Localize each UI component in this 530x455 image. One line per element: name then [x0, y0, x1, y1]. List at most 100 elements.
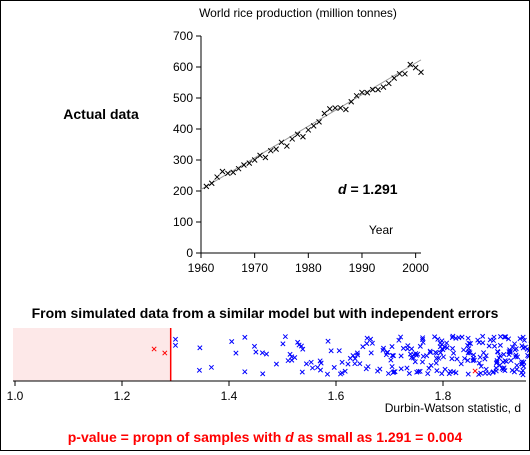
simulated-point	[300, 370, 304, 374]
simulated-point	[361, 345, 365, 349]
simulated-point	[332, 365, 336, 369]
simulated-point	[418, 344, 422, 348]
simulated-point	[340, 360, 344, 364]
data-point	[225, 171, 230, 176]
simulated-point	[399, 367, 403, 371]
simulated-point	[512, 370, 516, 374]
simulated-point	[326, 339, 330, 343]
simulated-point	[304, 362, 308, 366]
top-y-tick-label: 700	[173, 29, 193, 43]
shaded-region	[13, 328, 171, 381]
simulated-point	[198, 346, 202, 350]
simulated-point	[405, 366, 409, 370]
bottom-chart-axes: 1.01.21.41.61.82.02.22.42.62.8	[7, 381, 529, 403]
highlighted-point	[473, 369, 477, 373]
bottom-x-tick-label: 1.6	[328, 389, 345, 403]
data-point	[386, 81, 391, 86]
simulated-point	[209, 365, 213, 369]
simulated-point	[353, 361, 357, 365]
simulated-point	[390, 344, 394, 348]
data-point	[333, 105, 338, 110]
simulated-point	[369, 351, 373, 355]
data-point	[376, 87, 381, 92]
p-value-suffix: as small as 1.291 = 0.004	[294, 429, 463, 445]
simulated-point	[368, 337, 372, 341]
data-point	[290, 136, 295, 141]
top-trend-group	[201, 60, 421, 190]
simulated-dw-chart: From simulated data from a similar model…	[7, 305, 529, 445]
simulated-point	[455, 357, 459, 361]
simulated-point	[436, 337, 440, 341]
data-point	[419, 70, 424, 75]
simulated-point	[260, 351, 264, 355]
p-value-prefix: p-value = propn of samples with	[68, 429, 285, 445]
simulated-point	[480, 334, 484, 338]
simulated-point	[432, 335, 436, 339]
simulated-point	[252, 344, 256, 348]
simulated-point	[487, 344, 491, 348]
simulated-point	[173, 337, 177, 341]
simulated-point	[365, 341, 369, 345]
rice-production-chart: World rice production (million tonnes) 0…	[63, 6, 429, 275]
simulated-point	[440, 371, 444, 375]
bottom-x-tick-label: 1.0	[7, 389, 24, 403]
simulated-point	[478, 355, 482, 359]
simulated-point	[264, 352, 268, 356]
data-point	[327, 106, 332, 111]
simulated-point	[459, 362, 463, 366]
simulated-point	[366, 364, 370, 368]
data-point	[306, 127, 311, 132]
simulated-point	[461, 348, 465, 352]
simulated-point	[450, 346, 454, 350]
data-point	[268, 148, 273, 153]
simulated-point	[407, 371, 411, 375]
data-point	[284, 144, 289, 149]
simulated-point	[329, 349, 333, 353]
data-point	[220, 169, 225, 174]
data-point	[413, 65, 418, 70]
simulated-point	[375, 369, 379, 373]
data-point	[311, 123, 316, 128]
simulated-point	[283, 334, 287, 338]
top-x-tick-label: 1960	[188, 261, 215, 275]
simulated-point	[481, 341, 485, 345]
simulated-point	[429, 363, 433, 367]
simulated-point	[435, 368, 439, 372]
simulated-point	[409, 347, 413, 351]
simulated-point	[261, 372, 265, 376]
simulated-point	[438, 351, 442, 355]
simulated-point	[440, 339, 444, 343]
data-point	[209, 181, 214, 186]
top-y-tick-label: 500	[173, 91, 193, 105]
trend-line	[201, 60, 421, 190]
simulated-point	[288, 352, 292, 356]
simulated-point	[434, 361, 438, 365]
simulated-point	[370, 341, 374, 345]
simulated-point	[521, 373, 525, 377]
simulated-point	[234, 351, 238, 355]
data-point	[381, 85, 386, 90]
simulated-point	[509, 358, 513, 362]
simulated-point	[230, 339, 234, 343]
data-point	[322, 111, 327, 116]
top-y-tick-label: 400	[173, 122, 193, 136]
simulated-point	[286, 358, 290, 362]
simulated-point	[401, 346, 405, 350]
simulated-point	[460, 335, 464, 339]
simulated-point	[421, 354, 425, 358]
simulated-point	[408, 352, 412, 356]
simulated-point	[337, 349, 341, 353]
simulated-point	[173, 343, 177, 347]
simulated-point	[492, 344, 496, 348]
simulated-point	[498, 343, 502, 347]
simulated-point	[399, 354, 403, 358]
top-chart-title: World rice production (million tonnes)	[199, 6, 397, 20]
p-value-statement: p-value = propn of samples with d as sma…	[68, 429, 463, 445]
simulated-point	[426, 371, 430, 375]
simulated-point	[483, 371, 487, 375]
simulated-point	[488, 338, 492, 342]
simulated-point	[243, 335, 247, 339]
data-point	[274, 147, 279, 152]
